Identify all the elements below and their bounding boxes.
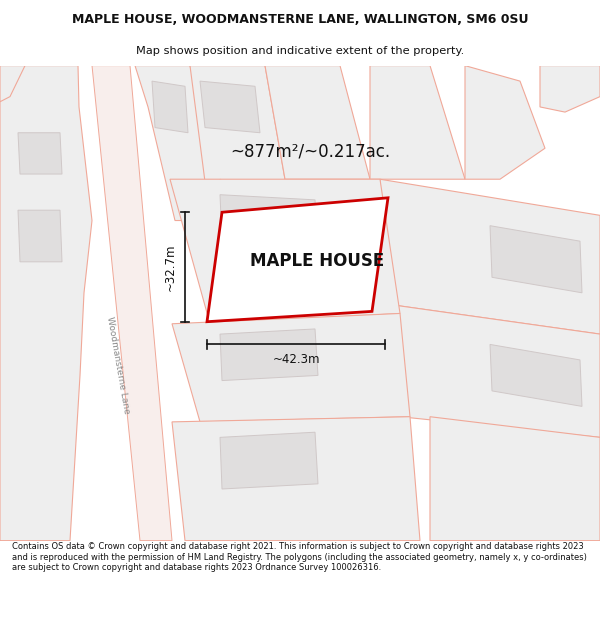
Text: ~877m²/~0.217ac.: ~877m²/~0.217ac. — [230, 142, 390, 161]
Polygon shape — [18, 132, 62, 174]
Text: Map shows position and indicative extent of the property.: Map shows position and indicative extent… — [136, 46, 464, 56]
Polygon shape — [0, 66, 92, 541]
Text: MAPLE HOUSE, WOODMANSTERNE LANE, WALLINGTON, SM6 0SU: MAPLE HOUSE, WOODMANSTERNE LANE, WALLING… — [72, 13, 528, 26]
Text: Contains OS data © Crown copyright and database right 2021. This information is : Contains OS data © Crown copyright and d… — [12, 542, 587, 572]
Polygon shape — [265, 66, 370, 179]
Polygon shape — [200, 81, 260, 132]
Polygon shape — [370, 66, 465, 179]
Polygon shape — [430, 417, 600, 541]
Polygon shape — [172, 314, 410, 422]
Polygon shape — [540, 66, 600, 112]
Text: MAPLE HOUSE: MAPLE HOUSE — [250, 252, 385, 270]
Polygon shape — [135, 66, 220, 221]
Polygon shape — [220, 195, 318, 246]
Polygon shape — [170, 179, 400, 324]
Polygon shape — [490, 226, 582, 292]
Polygon shape — [207, 198, 388, 322]
Polygon shape — [0, 66, 25, 102]
Polygon shape — [172, 417, 420, 541]
Polygon shape — [92, 66, 172, 541]
Polygon shape — [152, 81, 188, 132]
Text: Woodmansterne Lane: Woodmansterne Lane — [105, 316, 131, 414]
Polygon shape — [465, 66, 545, 179]
Polygon shape — [220, 432, 318, 489]
Polygon shape — [220, 329, 318, 381]
Polygon shape — [190, 66, 285, 221]
Text: ~32.7m: ~32.7m — [164, 243, 177, 291]
Polygon shape — [380, 179, 600, 334]
Text: ~42.3m: ~42.3m — [272, 352, 320, 366]
Polygon shape — [18, 210, 62, 262]
Polygon shape — [380, 303, 600, 438]
Polygon shape — [490, 344, 582, 406]
